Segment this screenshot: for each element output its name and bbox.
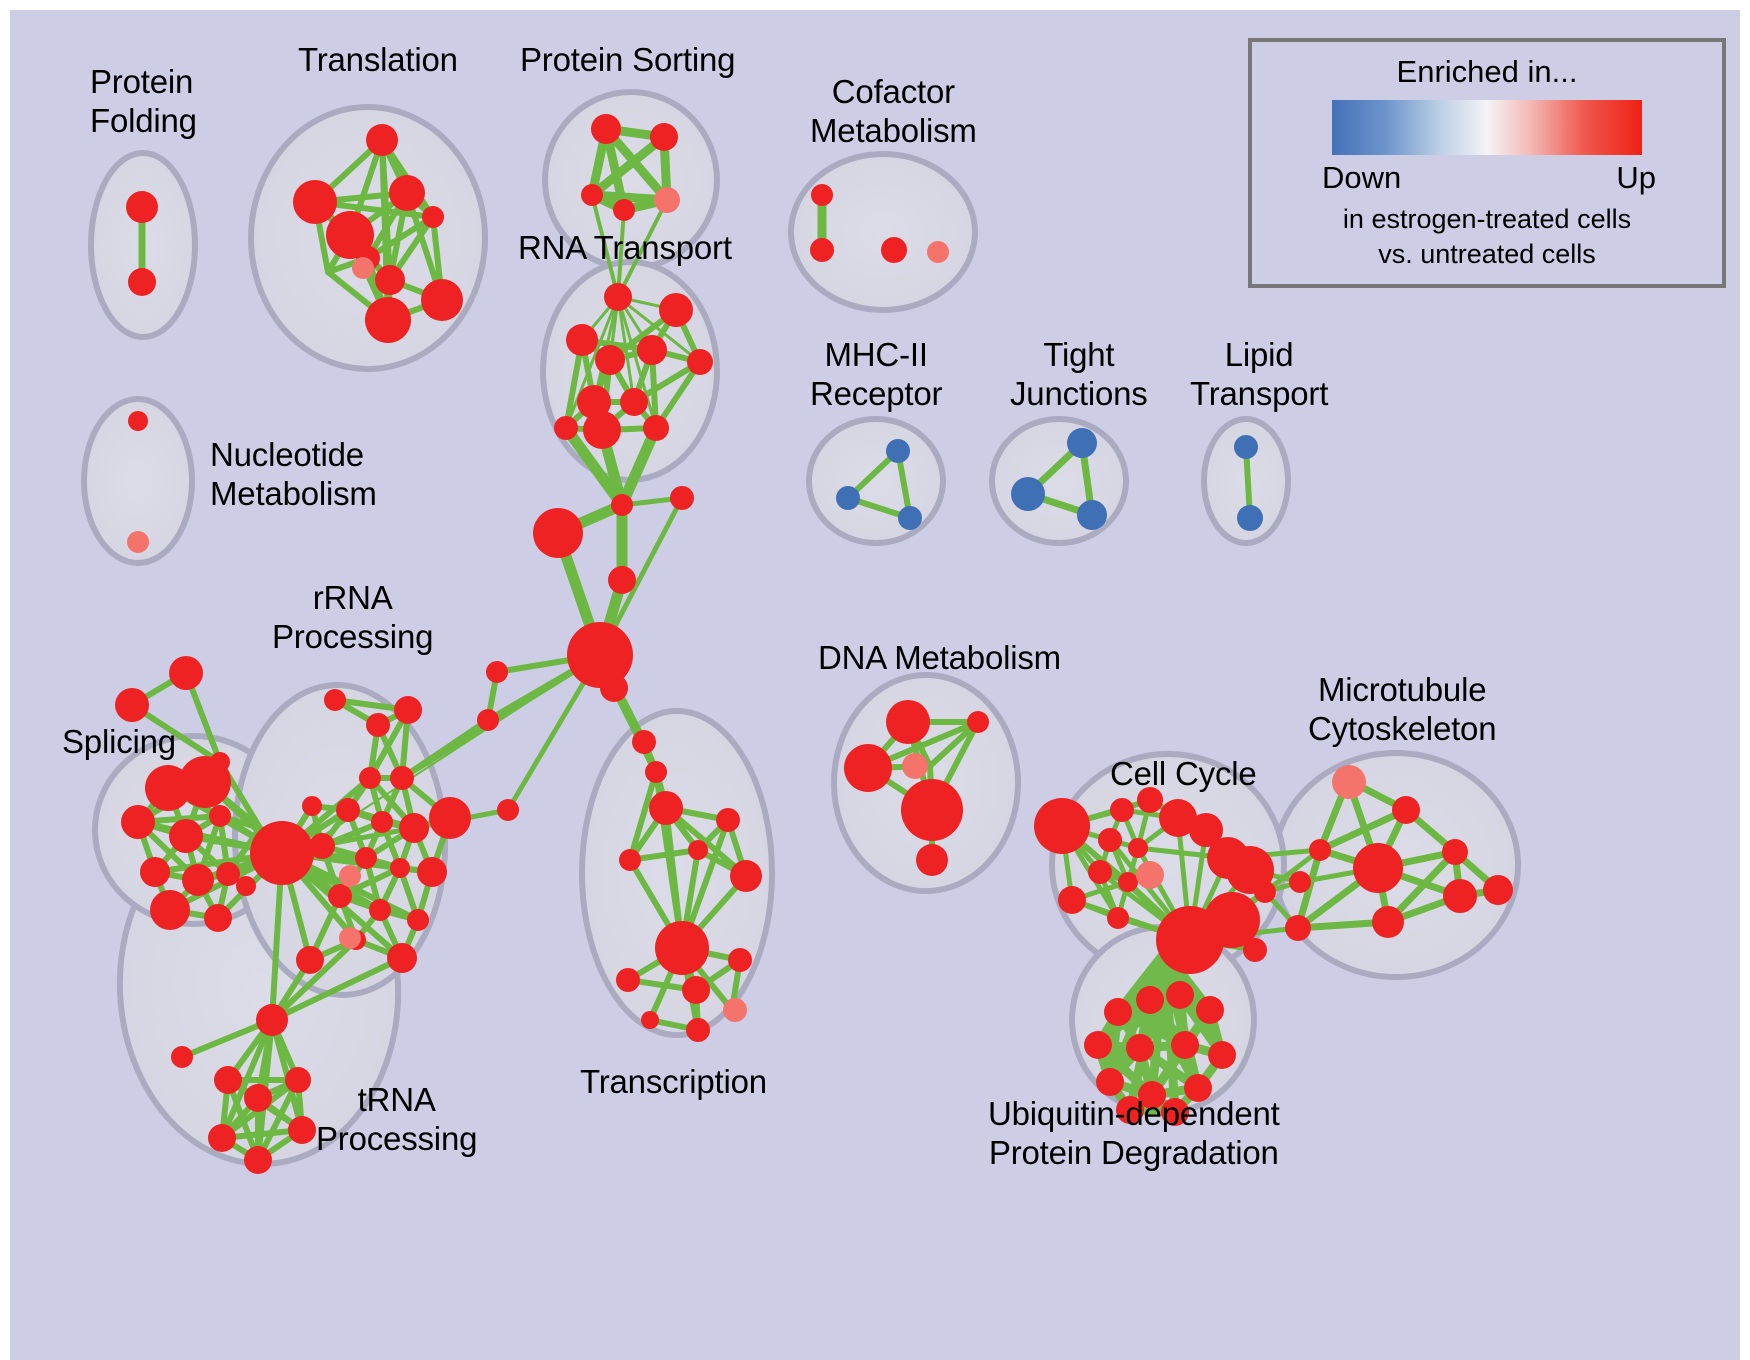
label-protein-folding: Protein Folding [90,63,197,139]
label-rna-transport: RNA Transport [518,229,732,266]
legend-up-label: Up [1616,160,1656,195]
label-mhc-ii-receptor: MHC-II Receptor [810,336,943,412]
network-nodes [115,114,1513,1174]
label-lipid-transport: Lipid Transport [1190,336,1329,412]
network-canvas: Protein Folding Translation Protein Sorti… [10,10,1740,1360]
label-dna-metabolism: DNA Metabolism [818,639,1061,676]
label-rrna-processing: rRNA Processing [272,579,434,655]
legend-subtitle-line-1: in estrogen-treated cells [1342,204,1632,234]
label-nucleotide-metabolism: Nucleotide Metabolism [210,436,377,512]
hull-tight [989,416,1129,546]
label-translation: Translation [298,41,458,78]
hull-cofactor [788,151,978,313]
label-trna-processing: tRNA Processing [316,1081,478,1157]
legend-title: Enriched in... [1396,54,1578,89]
label-protein-sorting: Protein Sorting [520,41,736,78]
label-splicing: Splicing [62,723,176,760]
legend: Enriched in... Down Up in estrogen-treat… [1248,38,1726,288]
label-ubiquitin: Ubiquitin-dependent Protein Degradation [988,1095,1280,1171]
legend-color-bar [1332,100,1642,155]
hull-mhc [806,416,946,546]
label-tight-junctions: Tight Junctions [1010,336,1148,412]
network-graph [81,89,1521,1174]
label-cofactor-metabolism: Cofactor Metabolism [810,73,977,149]
label-transcription: Transcription [580,1063,767,1100]
label-cell-cycle: Cell Cycle [1110,755,1257,792]
label-microtubule: Microtubule Cytoskeleton [1308,671,1497,747]
hull-nucleotide [81,396,195,566]
legend-down-label: Down [1322,160,1402,195]
legend-subtitle-line-2: vs. untreated cells [1378,239,1596,269]
